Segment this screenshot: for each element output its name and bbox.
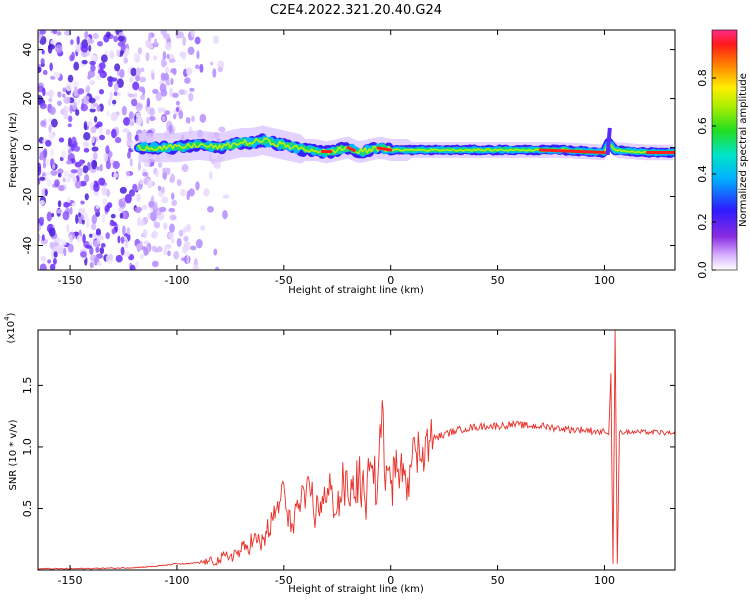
colorbar-ticks: 0.0 0.2 0.4 0.6 0.8 xyxy=(696,69,716,279)
snr-y-label: SNR (10 * v/v) xyxy=(8,419,19,490)
colorbar-label: Normalized spectral amplitude xyxy=(738,73,749,227)
y-tick-label: 20 xyxy=(21,92,34,106)
snr-x-ticks: -150 -100 -50 0 50 100 xyxy=(58,330,615,587)
spectrogram-x-label: Height of straight line (km) xyxy=(288,285,424,296)
ridge-peak-segment xyxy=(376,146,393,152)
spectrogram-x-ticks: -150 -100 -50 0 50 100 xyxy=(58,30,615,287)
x-tick-label: -100 xyxy=(164,574,189,587)
snr-y-scale-base: (x10 xyxy=(6,321,17,344)
spectrogram-y-label: Frequency (Hz) xyxy=(8,112,19,188)
y-tick-label: 0 xyxy=(21,144,34,151)
y-tick-label: 40 xyxy=(21,43,34,57)
snr-frame xyxy=(37,329,676,571)
spectrogram-y-ticks: -40 -20 0 20 40 xyxy=(21,43,675,255)
x-tick-label: 0 xyxy=(387,274,394,287)
snr-y-scale-exp: 4 xyxy=(3,316,11,321)
ridge-spike xyxy=(605,127,612,156)
noise-speckle-layer xyxy=(38,30,230,270)
snr-series-line xyxy=(38,330,675,570)
y-tick-label: 1.0 xyxy=(21,438,34,456)
snr-x-label: Height of straight line (km) xyxy=(288,584,424,595)
x-tick-label: -50 xyxy=(275,574,293,587)
colorbar-gradient xyxy=(711,29,738,271)
colorbar-tick-label: 0.0 xyxy=(696,261,709,279)
colorbar-tick-label: 0.6 xyxy=(696,117,709,135)
x-tick-label: 50 xyxy=(491,274,505,287)
x-tick-label: -50 xyxy=(275,274,293,287)
colorbar-tick-label: 0.2 xyxy=(696,213,709,231)
ridge-peak-segment xyxy=(346,146,356,152)
y-tick-label: -20 xyxy=(21,188,34,206)
x-tick-label: 50 xyxy=(491,574,505,587)
snr-panel: -150 -100 -50 0 50 100 0.5 1.0 1.5 Height of st… xyxy=(3,312,676,595)
colorbar: 0.0 0.2 0.4 0.6 0.8 Normalized spectral ampl… xyxy=(696,29,749,279)
x-tick-label: -100 xyxy=(164,274,189,287)
y-tick-label: 0.5 xyxy=(21,500,34,518)
figure-title: C2E4.2022.321.20.40.G24 xyxy=(270,3,442,18)
x-tick-label: 100 xyxy=(594,574,615,587)
x-tick-label: 100 xyxy=(594,274,615,287)
ridge-peak-segment xyxy=(538,148,606,154)
colorbar-tick-label: 0.4 xyxy=(696,165,709,183)
colorbar-tick-label: 0.8 xyxy=(696,69,709,87)
snr-y-ticks: 0.5 1.0 1.5 xyxy=(21,377,675,518)
frequency-ridge xyxy=(134,125,675,164)
y-tick-label: 1.5 xyxy=(21,377,34,395)
spectrogram-frame xyxy=(37,29,676,271)
snr-y-scale: (x104) xyxy=(3,312,17,343)
svg-text:(x104): (x104) xyxy=(3,312,17,343)
spectrogram-panel: -150 -100 -50 0 50 100 -40 -20 0 20 40 Height of … xyxy=(8,29,676,296)
spectrogram-image xyxy=(38,30,675,270)
y-tick-label: -40 xyxy=(21,237,34,255)
x-tick-label: -150 xyxy=(58,274,83,287)
x-tick-label: -150 xyxy=(58,574,83,587)
x-tick-label: 0 xyxy=(387,574,394,587)
